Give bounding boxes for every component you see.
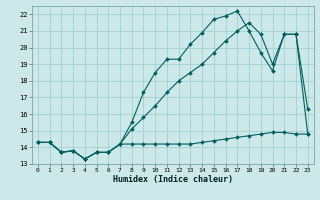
X-axis label: Humidex (Indice chaleur): Humidex (Indice chaleur) — [113, 175, 233, 184]
